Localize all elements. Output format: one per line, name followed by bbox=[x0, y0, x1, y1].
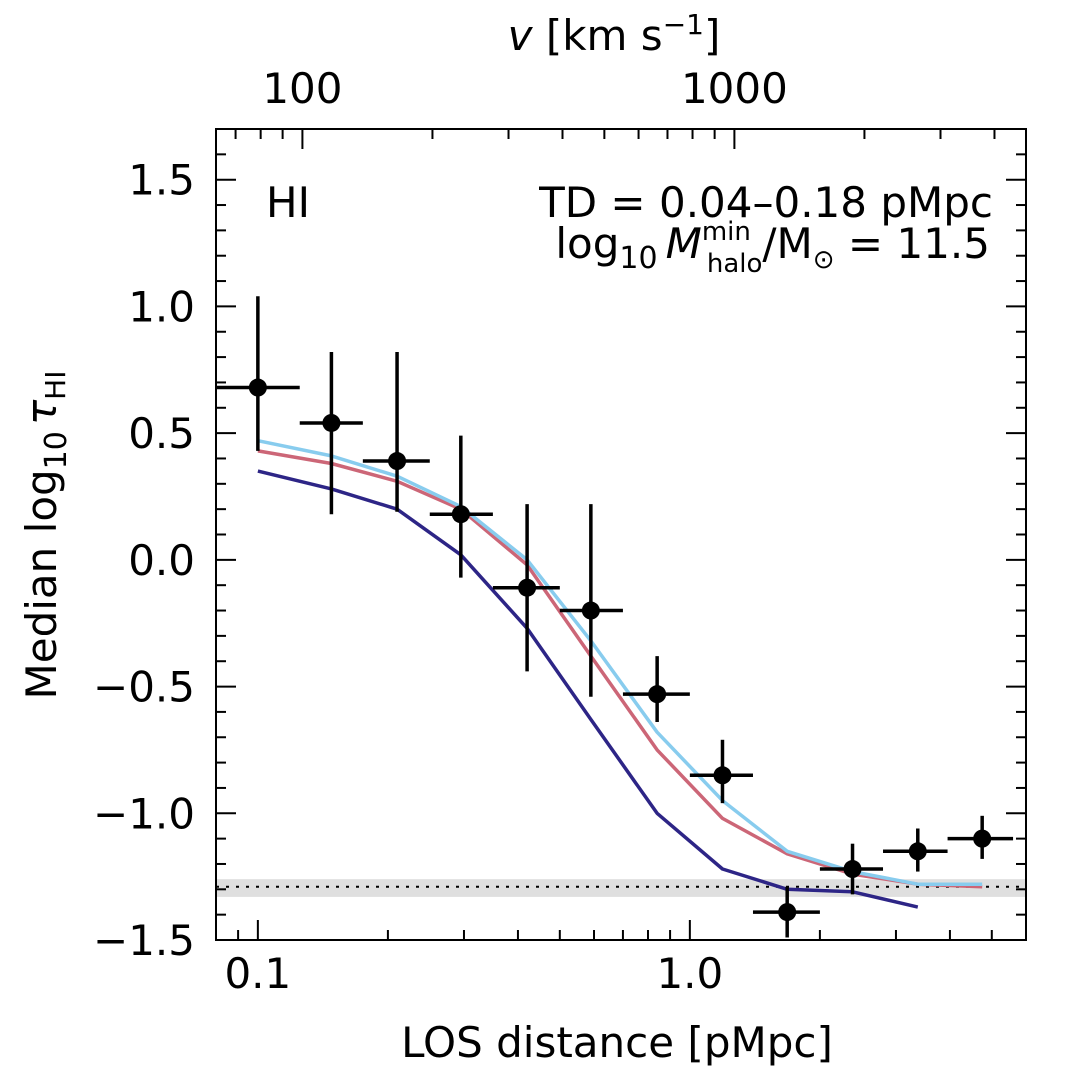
model-series-line-3 bbox=[257, 438, 983, 886]
top-tick-label: 100 bbox=[262, 64, 342, 113]
data-point bbox=[713, 766, 732, 785]
data-point bbox=[908, 842, 927, 861]
data-point bbox=[778, 903, 797, 922]
y-axis-label: Median log10τHI bbox=[17, 371, 74, 700]
data-point bbox=[451, 505, 470, 524]
y-tick-label: −1.5 bbox=[93, 916, 195, 965]
x-tick-label: 1.0 bbox=[656, 949, 723, 998]
y-tick-label: 1.0 bbox=[128, 282, 195, 331]
model-series-line-2 bbox=[257, 449, 983, 889]
y-tick-label: −1.0 bbox=[93, 789, 195, 838]
y-tick-label: 0.5 bbox=[128, 409, 195, 458]
data-point bbox=[518, 578, 537, 597]
y-tick-label: 1.5 bbox=[128, 156, 195, 205]
model-series-line-1 bbox=[257, 469, 919, 909]
data-point bbox=[581, 601, 600, 620]
axis-ticks-layer: −1.5 −1.0 −0.5 0.0 0.5 1.0 1.5 0.1 1.0 100 1000 bbox=[93, 64, 1026, 998]
top-tick-label: 1000 bbox=[681, 64, 788, 113]
annotation-mhalo: log10 Mmin halo/M⊙ = 11.5 bbox=[555, 217, 990, 279]
top-axis-label: v [km s−1] bbox=[508, 8, 721, 60]
reference-band bbox=[216, 879, 1026, 897]
x-tick-label: 0.1 bbox=[224, 949, 291, 998]
data-points-layer bbox=[216, 296, 1014, 938]
data-point bbox=[973, 829, 992, 848]
data-point bbox=[388, 452, 407, 471]
y-tick-label: −0.5 bbox=[93, 663, 195, 712]
annotation-td: TD = 0.04–0.18 pMpc bbox=[538, 178, 993, 227]
data-point bbox=[843, 860, 862, 879]
data-point bbox=[322, 413, 341, 432]
x-axis-label: LOS distance [pMpc] bbox=[401, 1018, 833, 1067]
model-series-layer bbox=[257, 438, 983, 909]
data-point bbox=[648, 685, 667, 704]
plot-frame bbox=[215, 128, 1027, 941]
data-point bbox=[248, 378, 267, 397]
panel-label: HI bbox=[266, 178, 310, 227]
y-tick-label: 0.0 bbox=[128, 536, 195, 585]
reference-band-layer bbox=[216, 879, 1026, 897]
